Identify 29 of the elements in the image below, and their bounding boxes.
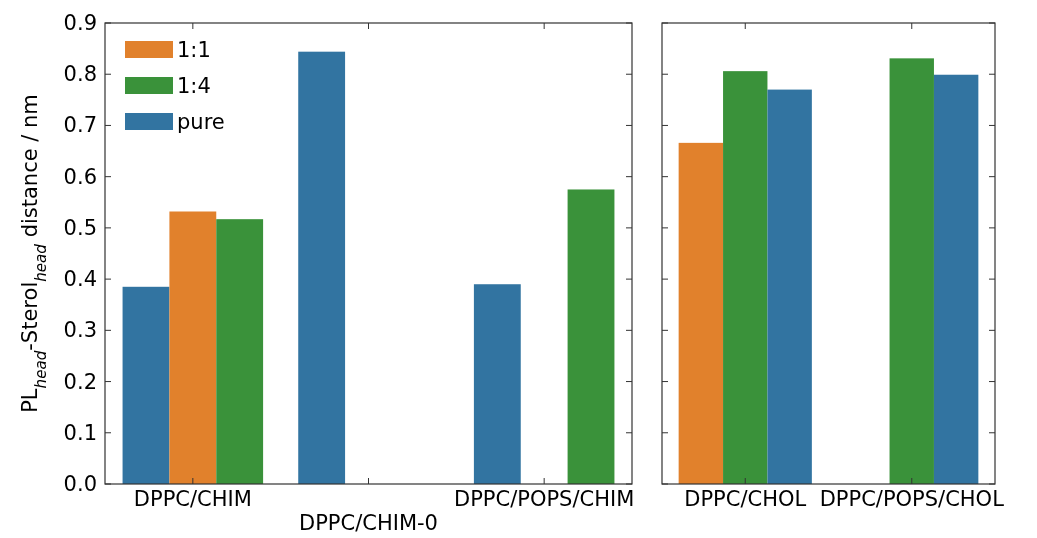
y-tick-label: 0.5 bbox=[63, 215, 97, 240]
y-tick-label: 0.0 bbox=[63, 472, 97, 496]
bar bbox=[889, 58, 934, 484]
bar bbox=[767, 89, 812, 484]
y-tick-label: 0.4 bbox=[63, 267, 97, 292]
bar bbox=[169, 211, 217, 484]
bar bbox=[122, 286, 170, 484]
y-tick-label: 0.7 bbox=[63, 113, 97, 138]
legend-label: pure bbox=[177, 110, 225, 134]
bar bbox=[933, 74, 979, 484]
y-tick-label: 0.1 bbox=[63, 420, 97, 445]
bar bbox=[298, 51, 346, 484]
x-tick-label: DPPC/CHOL bbox=[684, 487, 807, 511]
bar bbox=[567, 189, 615, 484]
x-tick-label: DPPC/CHIM bbox=[133, 487, 252, 511]
x-tick-label: DPPC/POPS/CHOL bbox=[819, 487, 1005, 511]
bar bbox=[473, 284, 521, 484]
y-tick-label: 0.6 bbox=[63, 164, 97, 189]
y-tick-label: 0.2 bbox=[63, 369, 97, 394]
y-tick-label: 0.9 bbox=[63, 11, 97, 35]
x-tick-label: DPPC/CHIM-0 bbox=[299, 511, 438, 535]
bar bbox=[678, 142, 724, 484]
y-tick-label: 0.8 bbox=[63, 62, 97, 87]
bar bbox=[216, 219, 264, 484]
x-tick-label: DPPC/POPS/CHIM bbox=[454, 487, 635, 511]
y-tick-label: 0.3 bbox=[63, 318, 97, 343]
legend-label: 1:4 bbox=[177, 74, 211, 98]
legend-label: 1:1 bbox=[177, 38, 211, 62]
bar bbox=[723, 71, 768, 484]
